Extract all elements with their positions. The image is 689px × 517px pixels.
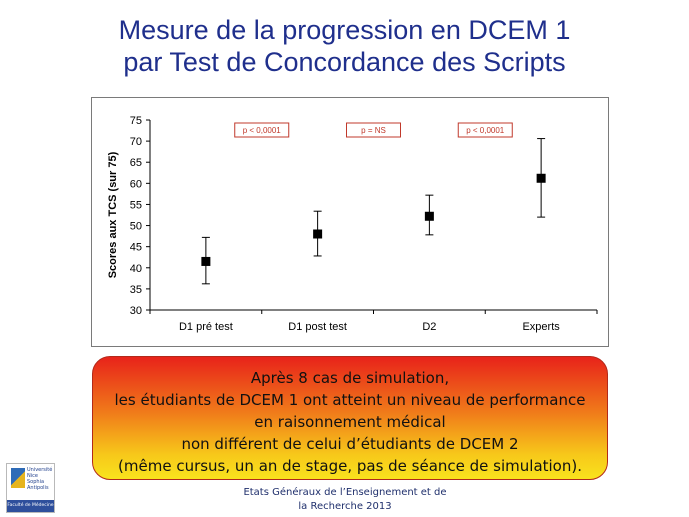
p-value-label: p < 0,0001	[243, 126, 282, 135]
p-value-box	[346, 122, 401, 138]
footer-text: Etats Généraux de l’Enseignement et de l…	[200, 486, 490, 514]
y-tick-label: 65	[130, 157, 142, 169]
x-tick-label: D1 pré test	[179, 321, 233, 333]
slide-title: Mesure de la progression en DCEM 1 par T…	[0, 14, 689, 78]
banner-line-5: (même cursus, un an de stage, pas de séa…	[118, 457, 582, 475]
banner-line-3: en raisonnement médical	[254, 413, 446, 431]
banner-line-4: non différent de celui d’étudiants de DC…	[181, 435, 519, 453]
x-tick-label: D1 post test	[288, 321, 347, 333]
banner-line-1: Après 8 cas de simulation,	[250, 369, 450, 387]
x-tick-label: D2	[422, 321, 436, 333]
p-value-box	[234, 122, 290, 138]
data-point	[424, 211, 434, 221]
university-logo-mark	[11, 468, 25, 488]
y-tick-label: 40	[130, 263, 142, 275]
y-tick-label: 55	[130, 199, 142, 211]
y-tick-label: 60	[130, 178, 142, 190]
slide-title-line-1: Mesure de la progression en DCEM 1	[118, 15, 571, 45]
p-value-label: p = NS	[361, 126, 386, 135]
y-tick-label: 30	[130, 305, 142, 317]
y-tick-label: 50	[130, 221, 142, 233]
footer-line-2: la Recherche 2013	[298, 501, 392, 512]
data-point	[201, 256, 211, 266]
banner-line-2: les étudiants de DCEM 1 ont atteint un n…	[114, 391, 586, 409]
conclusion-banner: Après 8 cas de simulation, les étudiants…	[92, 356, 608, 480]
data-point	[536, 173, 546, 183]
university-logo: Université Nice Sophia Antipolis Faculté…	[6, 463, 55, 513]
university-logo-text: Université Nice Sophia Antipolis	[27, 467, 54, 491]
y-tick-label: 45	[130, 242, 142, 254]
tcs-scores-chart: 30 35 40 45 50 55 60 65 70 75 D1 pré test D1 post t…	[107, 115, 598, 333]
logo-text-2: Nice	[27, 473, 38, 479]
logo-text-3: Sophia Antipolis	[27, 479, 49, 491]
y-tick-label: 70	[130, 136, 142, 148]
logo-text-1: Université	[27, 467, 53, 473]
p-value-label: p < 0,0001	[466, 126, 505, 135]
slide-title-line-2: par Test de Concordance des Scripts	[123, 47, 566, 77]
y-tick-label: 75	[130, 115, 142, 127]
logo-faculty-bar: Faculté de Médecine	[7, 500, 54, 512]
chart-area: 30 35 40 45 50 55 60 65 70 75 D1 pré test D1 post t…	[91, 97, 609, 347]
p-value-box	[457, 122, 513, 138]
y-axis-title: Scores aux TCS (sur 75)	[107, 151, 119, 278]
y-tick-label: 35	[130, 284, 142, 296]
data-point	[313, 229, 323, 239]
footer-line-1: Etats Généraux de l’Enseignement et de	[243, 487, 447, 498]
x-tick-label: Experts	[522, 321, 560, 333]
